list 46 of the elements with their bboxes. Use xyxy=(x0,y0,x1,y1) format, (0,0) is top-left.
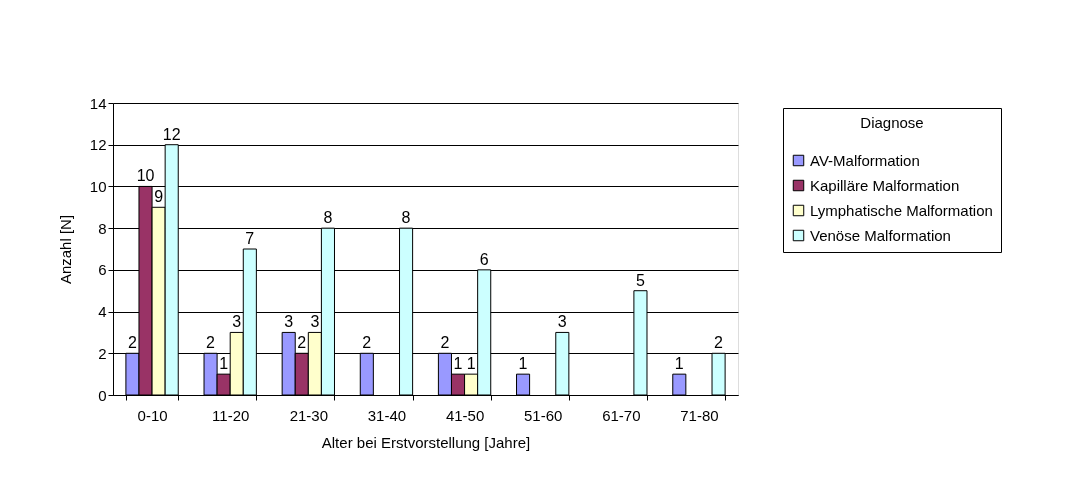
y-tick-label: 2 xyxy=(98,344,107,362)
data-label: 3 xyxy=(310,313,320,331)
y-tick-label: 14 xyxy=(89,94,107,112)
x-tick-label: 11-20 xyxy=(212,406,250,424)
data-label: 2 xyxy=(127,334,137,352)
data-label: 1 xyxy=(674,355,684,373)
x-tick-label: 61-70 xyxy=(602,406,641,424)
x-tick-label: 0-10 xyxy=(137,406,168,424)
data-label: 5 xyxy=(635,271,645,289)
data-label: 2 xyxy=(714,334,724,352)
data-label: 6 xyxy=(479,250,489,268)
y-tick-label: 8 xyxy=(98,219,107,237)
data-label: 10 xyxy=(136,167,155,185)
y-tick-label: 10 xyxy=(89,177,107,195)
x-tick-label: 21-30 xyxy=(289,406,328,424)
data-label: 3 xyxy=(284,313,294,331)
y-tick-label: 0 xyxy=(98,386,107,404)
legend-label: AV-Malformation xyxy=(810,151,920,169)
x-tick-label: 41-50 xyxy=(445,406,485,424)
data-label: 3 xyxy=(232,313,242,331)
x-tick-label: 51-60 xyxy=(524,406,563,424)
data-label: 9 xyxy=(154,188,164,206)
data-label: 2 xyxy=(440,334,450,352)
data-label: 12 xyxy=(162,125,181,143)
data-label: 2 xyxy=(206,334,216,352)
legend-label: Kapilläre Malformation xyxy=(810,176,960,194)
x-axis-title: Alter bei Erstvorstellung [Jahre] xyxy=(321,433,531,451)
y-tick-label: 12 xyxy=(89,136,107,154)
legend-label: Lymphatische Malformation xyxy=(810,201,993,219)
x-tick-label: 71-80 xyxy=(680,406,719,424)
data-label: 2 xyxy=(362,334,372,352)
legend-label: Venöse Malformation xyxy=(810,226,951,244)
y-tick-label: 4 xyxy=(98,303,107,321)
data-label: 1 xyxy=(466,355,476,373)
y-tick-label: 6 xyxy=(98,261,107,279)
data-label: 3 xyxy=(557,313,567,331)
legend-title: Diagnose xyxy=(860,114,924,131)
data-label: 1 xyxy=(518,355,528,373)
data-label: 1 xyxy=(219,355,229,373)
y-axis-title: Anzahl [N] xyxy=(56,214,74,285)
data-label: 8 xyxy=(401,209,411,227)
data-label: 1 xyxy=(453,355,463,373)
data-label: 8 xyxy=(323,209,333,227)
data-label: 7 xyxy=(245,230,255,247)
x-tick-label: 31-40 xyxy=(367,406,407,424)
data-label: 2 xyxy=(297,334,307,352)
